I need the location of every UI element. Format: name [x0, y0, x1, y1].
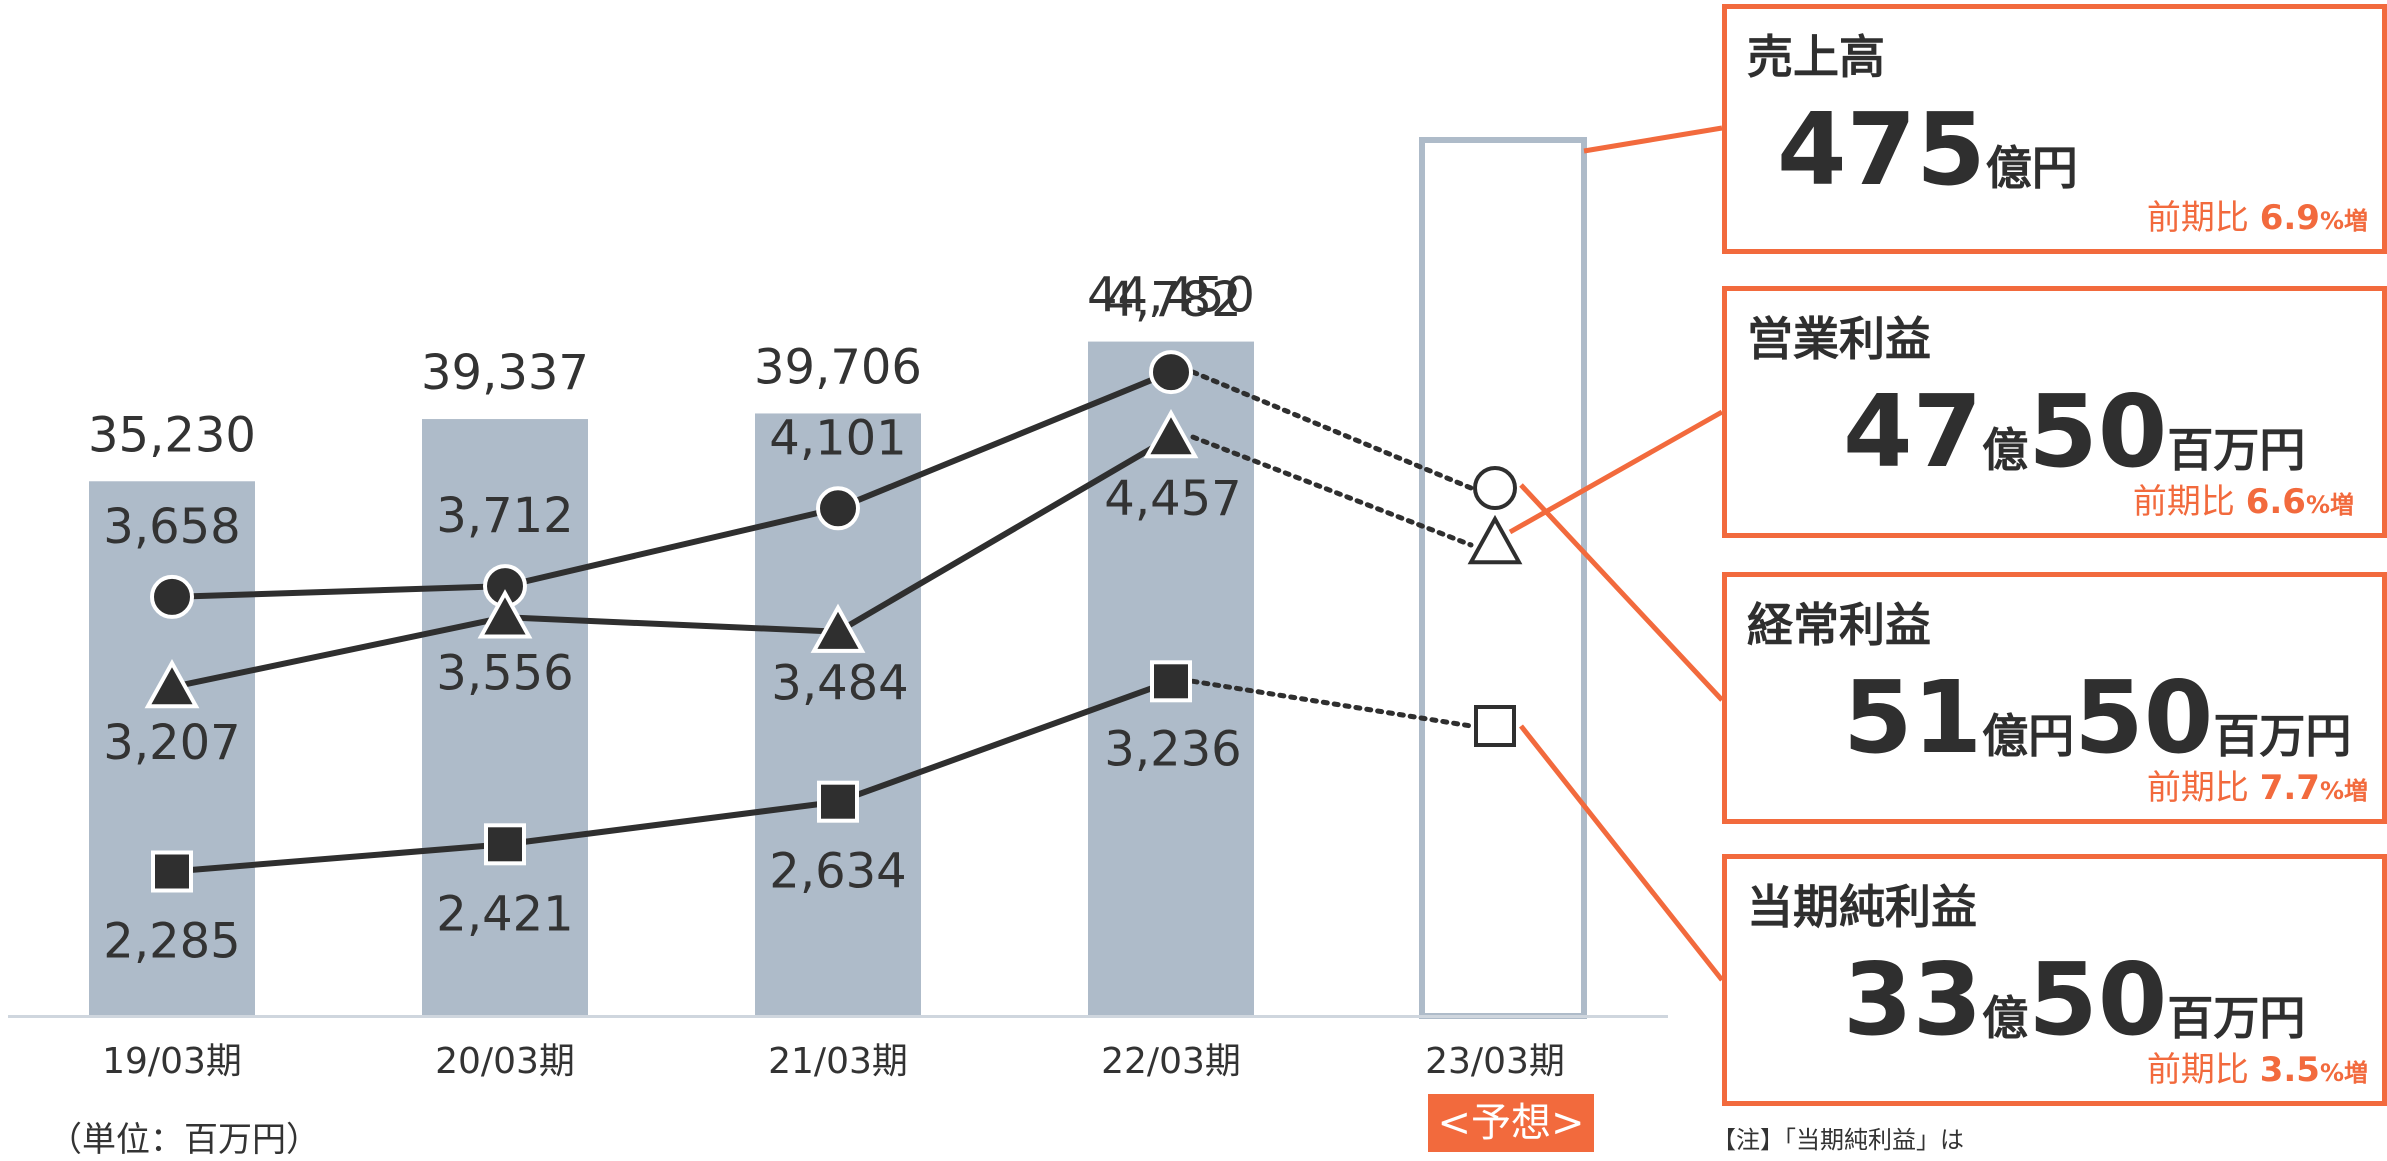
ratio-value: 6.9	[2259, 198, 2320, 238]
series-value-label: 3,207	[103, 715, 240, 771]
series-value-label: 2,634	[769, 844, 906, 900]
value-number: 33	[1843, 941, 1983, 1058]
card-ratio: 前期比 6.9%増	[2147, 190, 2368, 239]
value-unit: 億	[1982, 991, 2029, 1045]
square-marker	[817, 780, 859, 823]
ratio-unit: %増	[2319, 207, 2368, 235]
ratio-unit: %増	[2319, 1059, 2368, 1087]
circle-marker	[150, 574, 194, 619]
x-tick-label: 23/03期	[1425, 1041, 1565, 1082]
circle-marker	[1473, 466, 1517, 510]
bar-value-label: 35,230	[88, 407, 256, 463]
card-net-income: 当期純利益 33億50百万円 前期比 3.5%増	[1722, 854, 2387, 1106]
ratio-value: 3.5	[2259, 1050, 2320, 1090]
ratio-label: 前期比	[2146, 198, 2249, 238]
ratio-value: 6.6	[2245, 482, 2306, 522]
triangle-marker	[144, 658, 200, 709]
card-connector	[1583, 125, 1723, 154]
ratio-unit: %増	[2319, 777, 2368, 805]
value-number: 50	[2074, 659, 2214, 776]
card-connector	[1519, 724, 1724, 982]
series-value-label: 3,484	[771, 656, 908, 712]
series-line	[171, 678, 1173, 875]
x-tick-label: 22/03期	[1101, 1041, 1241, 1082]
triangle-marker	[1467, 514, 1523, 565]
x-tick-label: 20/03期	[435, 1041, 575, 1082]
value-unit: 億円	[1985, 141, 2078, 195]
ratio-unit: %増	[2305, 491, 2354, 519]
series-line	[171, 369, 1173, 600]
unit-note: （単位：百万円）	[48, 1120, 320, 1160]
series-value-label: 4,457	[1104, 471, 1241, 527]
ratio-label: 前期比	[2132, 482, 2235, 522]
card-title: 営業利益	[1747, 312, 1931, 366]
series-value-label: 4,101	[769, 410, 906, 466]
value-number: 50	[2028, 373, 2168, 490]
forecast-connector	[1190, 434, 1474, 548]
series-value-label: 3,658	[103, 499, 240, 555]
value-unit: 億円	[1982, 709, 2075, 763]
series-value-label: 2,285	[103, 914, 240, 970]
bar-value-label: 39,706	[754, 339, 922, 395]
bar	[89, 481, 255, 1015]
forecast-badge: <予想>	[1428, 1094, 1594, 1152]
x-tick-label: 19/03期	[102, 1041, 242, 1082]
triangle-marker	[810, 603, 866, 653]
series-value-label: 2,421	[436, 886, 573, 942]
bar-value-label: 39,337	[421, 345, 589, 401]
square-marker	[151, 850, 193, 893]
card-ordinary-income: 経常利益 51億円50百万円 前期比 7.7%増	[1722, 572, 2387, 824]
card-title: 当期純利益	[1747, 880, 1977, 934]
card-operating-income: 営業利益 47億50百万円 前期比 6.6%増	[1722, 286, 2387, 538]
card-connector	[1508, 409, 1724, 535]
forecast-connector	[1190, 678, 1474, 729]
card-value: 51億円50百万円	[1843, 659, 2351, 776]
square-marker	[1474, 705, 1516, 747]
forecast-connector	[1190, 369, 1474, 491]
value-unit: 百万円	[2167, 991, 2306, 1045]
series-value-label: 3,556	[436, 645, 573, 701]
series-line	[171, 434, 1173, 691]
footnote: 【注】「当期純利益」は	[1712, 1126, 1964, 1154]
card-value: 475億円	[1777, 91, 2078, 208]
card-value: 47億50百万円	[1843, 373, 2305, 490]
forecast-box	[1419, 137, 1587, 1019]
card-title: 売上高	[1747, 30, 1885, 84]
card-ratio: 前期比 7.7%増	[2147, 760, 2368, 809]
circle-marker	[816, 486, 860, 531]
triangle-marker	[477, 589, 533, 639]
bar-value-label: 44,450	[1087, 268, 1255, 324]
ratio-value: 7.7	[2259, 768, 2320, 808]
ratio-label: 前期比	[2146, 768, 2249, 808]
value-unit: 億	[1982, 423, 2029, 477]
card-ratio: 前期比 3.5%増	[2147, 1042, 2368, 1091]
series-value-label: 4,782	[1104, 272, 1241, 328]
bar	[422, 419, 588, 1016]
x-tick-label: 21/03期	[768, 1041, 908, 1082]
card-value: 33億50百万円	[1843, 941, 2305, 1058]
card-net-sales: 売上高 475億円 前期比 6.9%増	[1722, 4, 2387, 254]
series-value-label: 3,236	[1104, 721, 1241, 777]
value-number: 51	[1843, 659, 1983, 776]
square-marker	[1150, 660, 1192, 703]
card-title: 経常利益	[1747, 598, 1931, 652]
series-value-label: 3,712	[436, 488, 573, 544]
value-unit: 百万円	[2167, 423, 2306, 477]
value-number: 50	[2028, 941, 2168, 1058]
card-connector	[1519, 483, 1724, 702]
square-marker	[484, 823, 526, 866]
value-number: 47	[1843, 373, 1983, 490]
circle-marker	[1149, 350, 1193, 395]
triangle-marker	[1143, 408, 1199, 459]
card-ratio: 前期比 6.6%増	[2133, 474, 2354, 523]
value-unit: 百万円	[2213, 709, 2352, 763]
value-number: 475	[1777, 91, 1986, 208]
ratio-label: 前期比	[2146, 1050, 2249, 1090]
